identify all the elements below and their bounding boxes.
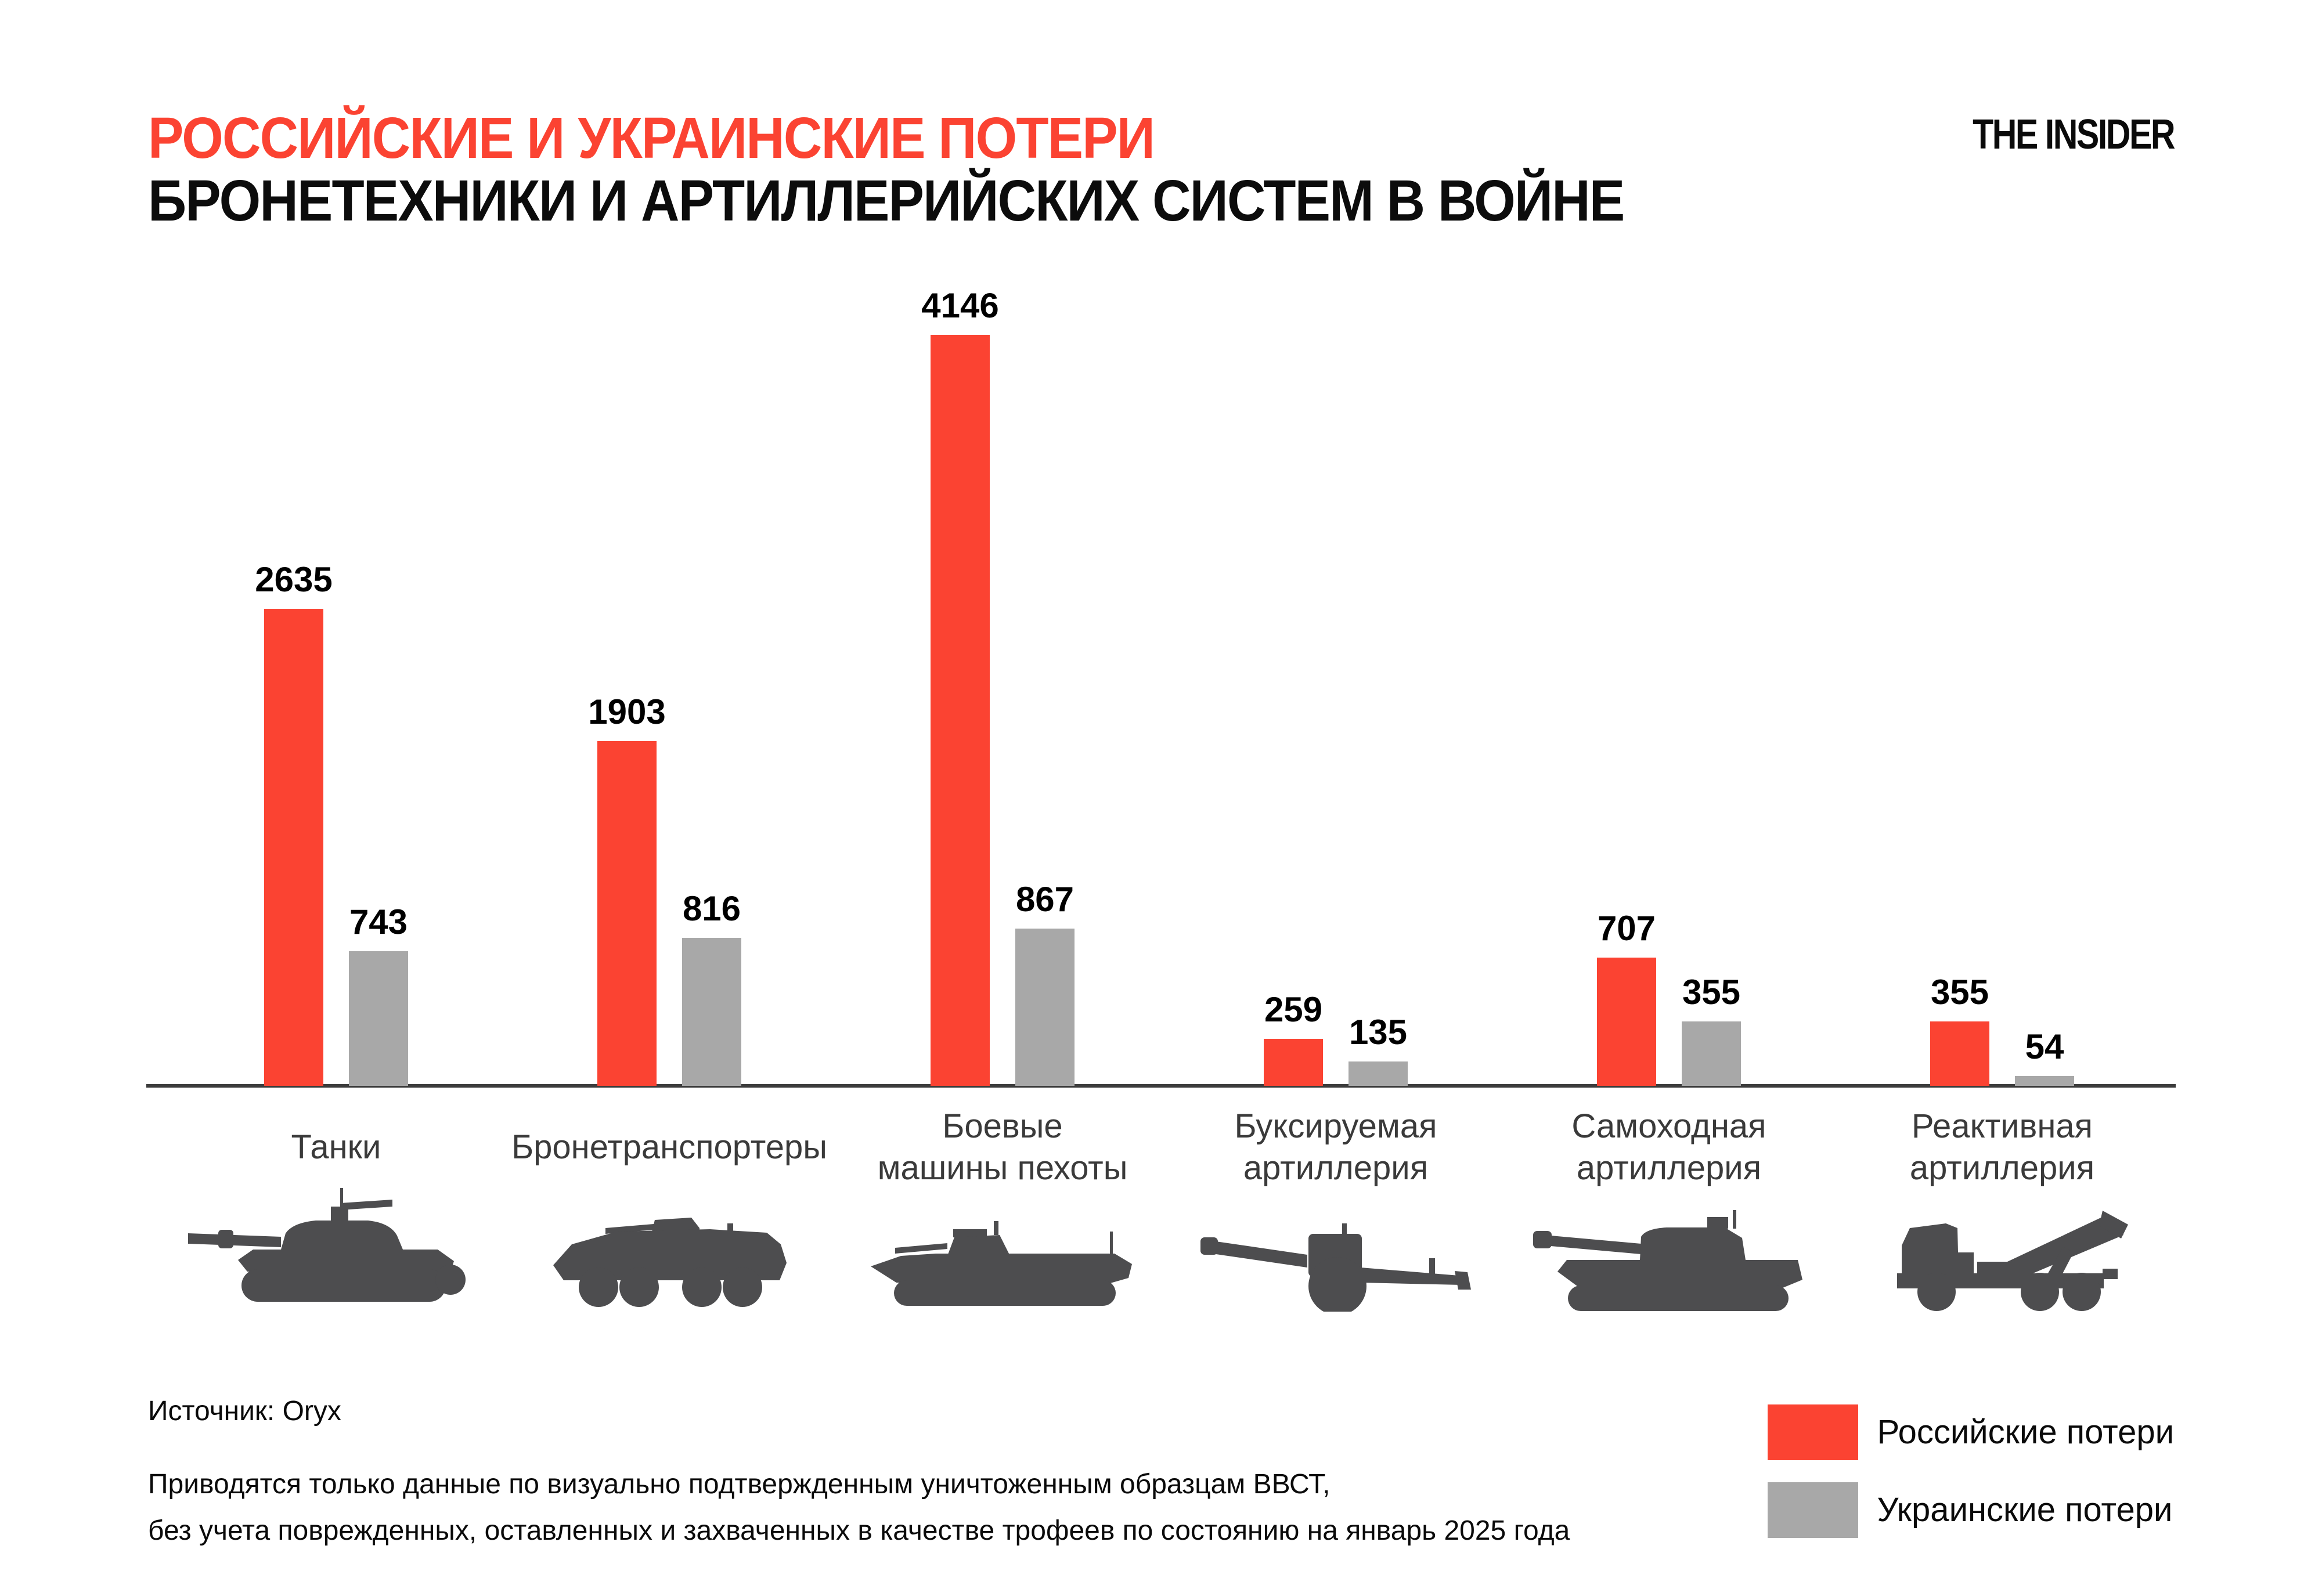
bar-ukrainian: [682, 938, 741, 1086]
bar-value-label: 135: [1349, 1013, 1408, 1052]
bar-value-label: 259: [1264, 990, 1323, 1029]
ifv-icon: [836, 1178, 1169, 1312]
category-label: Буксируемая артиллерия: [1234, 1107, 1437, 1187]
bar-value-label: 355: [1682, 973, 1741, 1012]
category-label: Танки: [291, 1128, 381, 1166]
bar-russian: [1930, 1021, 1989, 1086]
legend-label-ukrainian: Украинские потери: [1877, 1491, 2173, 1529]
legend-swatch-ukrainian: [1768, 1482, 1859, 1538]
apc-icon: [503, 1178, 836, 1312]
bar-value-label: 816: [682, 889, 741, 928]
bar-value-label: 867: [1015, 880, 1075, 919]
bar-value-label: 2635: [255, 560, 333, 599]
category-label: Реактивная артиллерия: [1909, 1107, 2095, 1187]
bar-value-label: 707: [1597, 909, 1656, 948]
source-block: Источник: Oryx Приводятся только данные …: [148, 1398, 1570, 1554]
bar-russian: [264, 609, 323, 1086]
bar-value-label: 1903: [588, 692, 666, 731]
chart-legend: Российские потери Украинские потери: [1768, 1404, 2174, 1560]
bar-russian: [597, 741, 657, 1086]
bar-ukrainian: [1015, 929, 1075, 1086]
bar-ukrainian: [2015, 1076, 2074, 1086]
legend-row-russian: Российские потери: [1768, 1404, 2174, 1460]
mlrs-icon: [1836, 1178, 2169, 1312]
legend-row-ukrainian: Украинские потери: [1768, 1482, 2174, 1538]
bar-value-label: 743: [349, 902, 408, 941]
bar-ukrainian: [349, 951, 408, 1086]
note-line-1: Приводятся только данные по визуально по…: [148, 1469, 1331, 1500]
towed-artillery-icon: [1169, 1178, 1502, 1312]
bar-ukrainian: [1349, 1061, 1408, 1086]
legend-swatch-russian: [1768, 1404, 1859, 1460]
self-propelled-artillery-icon: [1502, 1178, 1836, 1312]
tank-icon: [170, 1178, 503, 1312]
bar-ukrainian: [1682, 1021, 1741, 1086]
legend-label-russian: Российские потери: [1877, 1413, 2174, 1451]
bar-value-label: 54: [2025, 1027, 2064, 1066]
note-line-2: без учета поврежденных, оставленных и за…: [148, 1515, 1570, 1546]
source-text: Источник: Oryx: [148, 1396, 341, 1427]
category-label: Самоходная артиллерия: [1571, 1107, 1766, 1187]
bar-value-label: 355: [1930, 973, 1989, 1012]
bar-russian: [931, 335, 990, 1086]
bar-russian: [1597, 958, 1656, 1086]
page-subtitle: БРОНЕТЕХНИКИ И АРТИЛЛЕРИЙСКИХ СИСТЕМ В В…: [148, 168, 1625, 233]
category-label: Боевые машины пехоты: [877, 1107, 1128, 1187]
bar-value-label: 4146: [921, 286, 999, 325]
bar-russian: [1264, 1039, 1323, 1086]
x-axis-line: [146, 1084, 2176, 1088]
page-title: РОССИЙСКИЕ И УКРАИНСКИЕ ПОТЕРИ: [148, 106, 1155, 171]
the-insider-logo: THE INSIDER: [1973, 111, 2175, 158]
category-label: Бронетранспортеры: [511, 1128, 827, 1166]
